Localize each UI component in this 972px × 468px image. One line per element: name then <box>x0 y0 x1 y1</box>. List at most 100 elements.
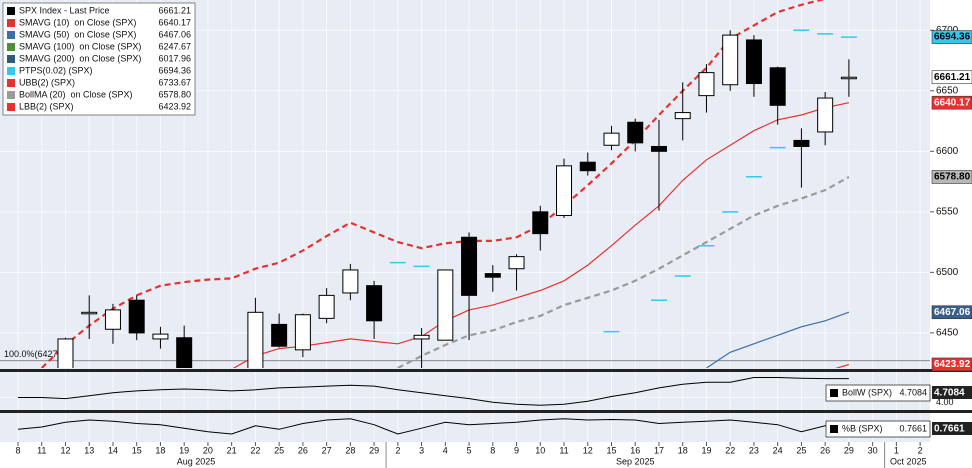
value-tag <box>931 170 972 184</box>
y-tick-label: 6600 <box>936 146 959 157</box>
panel-caption-value: 0.7661 <box>899 423 927 433</box>
panel-line <box>17 418 849 435</box>
candle-body <box>698 72 715 97</box>
legend-swatch <box>7 91 15 99</box>
panel-caption-icon <box>830 425 838 433</box>
x-tick-label: 11 <box>559 445 568 455</box>
x-tick-label: 26 <box>298 445 308 455</box>
annotation-text: 100.0%(6427.02) <box>4 349 73 359</box>
legend-value: 6733.67 <box>158 77 191 87</box>
x-tick-label: 19 <box>179 445 189 455</box>
x-tick-label: 21 <box>227 445 237 455</box>
candle-body <box>104 309 121 330</box>
candle-body <box>152 333 169 340</box>
x-tick-label: 15 <box>132 445 142 455</box>
legend-swatch <box>7 103 15 111</box>
y-tick-label: 6550 <box>936 206 959 217</box>
legend-label: PTPS(0.02) (SPX) <box>19 65 93 75</box>
y-tick-label: 6500 <box>936 267 959 278</box>
x-tick-label: 8 <box>15 445 20 455</box>
candle-body <box>484 273 501 278</box>
panel-caption-value: 4.7084 <box>899 387 927 397</box>
candle-body <box>128 299 145 334</box>
x-tick-label: 28 <box>345 445 355 455</box>
legend-label: BollMA (20) on Close (SPX) <box>19 89 133 99</box>
x-tick-label: 5 <box>467 445 472 455</box>
legend-value: 6247.67 <box>158 41 191 51</box>
x-tick-label: 18 <box>155 445 165 455</box>
candle-body <box>508 256 525 270</box>
x-tick-label: 29 <box>369 445 379 455</box>
value-tag <box>931 95 972 110</box>
value-tag-text: 6661.21 <box>934 72 971 83</box>
value-tag <box>931 305 972 320</box>
x-tick-label: 2 <box>395 445 400 455</box>
panel-line <box>18 377 849 406</box>
value-tag <box>932 422 972 435</box>
legend-value: 6694.36 <box>158 65 191 75</box>
panel-caption-box <box>825 384 931 402</box>
candle-body <box>176 337 193 368</box>
panel-caption-name: BollW (SPX) <box>842 387 892 397</box>
candle-body <box>579 161 596 172</box>
candle-body <box>674 112 691 120</box>
legend-swatch <box>7 55 15 63</box>
panel-tick-label: 4.00 <box>936 397 954 407</box>
x-tick-label: 14 <box>108 445 118 455</box>
candle-body <box>840 76 857 80</box>
candle-body <box>294 314 311 351</box>
legend-value: 6578.80 <box>158 89 191 99</box>
panel-caption-box <box>825 420 931 438</box>
x-month-label: Aug 2025 <box>177 456 216 466</box>
value-tag <box>931 357 972 372</box>
value-tag <box>932 386 972 399</box>
x-tick-label: 22 <box>725 445 735 455</box>
axes: 6450650065506600665067008111213141518192… <box>15 25 972 468</box>
legend-swatch <box>7 43 15 51</box>
candle-body <box>532 211 549 235</box>
x-tick-label: 19 <box>701 445 711 455</box>
x-tick-label: 20 <box>203 445 213 455</box>
candle-body <box>627 121 644 144</box>
legend: SPX Index - Last Price 6661.21 SMAVG (10) … <box>2 2 196 116</box>
y-tick-label: 6650 <box>936 85 959 96</box>
candle-body <box>556 165 573 216</box>
legend-value: 6423.92 <box>158 101 191 111</box>
value-tag-text: 4.7084 <box>934 388 965 399</box>
value-tag-text: 6467.06 <box>934 307 971 318</box>
candle-body <box>413 334 430 340</box>
panel-separator <box>0 369 972 372</box>
candle-body <box>769 67 786 106</box>
legend-value: 6467.06 <box>158 29 191 39</box>
legend-box <box>2 2 196 116</box>
x-tick-label: 18 <box>678 445 688 455</box>
candle-body <box>366 285 383 322</box>
x-tick-label: 25 <box>796 445 806 455</box>
sub-panels: 4.00 BollW (SPX) 4.7084 4.7084 %B (SPX) 0.766… <box>0 369 972 438</box>
legend-swatch <box>7 7 15 15</box>
legend-label: SMAVG (100) on Close (SPX) <box>19 41 141 51</box>
value-tag-text: 6640.17 <box>934 97 971 108</box>
value-tag <box>931 30 972 44</box>
candle-body <box>793 139 810 147</box>
legend-value: 6640.17 <box>158 17 191 27</box>
candle-body <box>271 323 288 347</box>
x-tick-label: 8 <box>490 445 495 455</box>
x-tick-label: 13 <box>84 445 94 455</box>
value-tag-text: 0.7661 <box>934 424 965 435</box>
axis-background <box>930 0 972 442</box>
candle-body <box>437 269 454 341</box>
overlay-line <box>232 102 850 368</box>
legend-swatch <box>7 79 15 87</box>
candle-body <box>722 34 739 86</box>
candle-body <box>650 145 667 152</box>
x-tick-label: 12 <box>583 445 593 455</box>
candle-body <box>247 311 264 368</box>
main-plot: 100.0%(6427.02) <box>0 0 930 368</box>
x-tick-label: 4 <box>443 445 448 455</box>
x-tick-label: 30 <box>868 445 878 455</box>
overlay-line <box>835 363 850 368</box>
legend-swatch <box>7 31 15 39</box>
